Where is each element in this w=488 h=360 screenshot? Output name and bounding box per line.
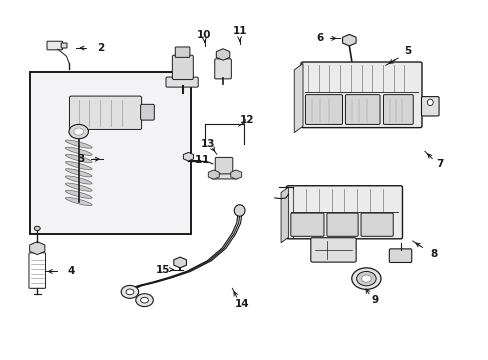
Ellipse shape	[65, 140, 92, 148]
FancyBboxPatch shape	[172, 55, 193, 80]
Circle shape	[74, 128, 83, 135]
Text: 12: 12	[240, 115, 254, 125]
Ellipse shape	[65, 197, 92, 206]
FancyBboxPatch shape	[305, 95, 342, 125]
Text: 2: 2	[97, 43, 104, 53]
Text: 1: 1	[201, 155, 208, 165]
FancyBboxPatch shape	[421, 96, 438, 116]
Text: 14: 14	[234, 299, 249, 309]
FancyBboxPatch shape	[310, 238, 355, 262]
Circle shape	[34, 226, 40, 230]
Ellipse shape	[427, 99, 432, 105]
Circle shape	[141, 297, 148, 303]
FancyBboxPatch shape	[301, 62, 421, 128]
Circle shape	[356, 271, 375, 286]
Circle shape	[69, 125, 88, 139]
Ellipse shape	[65, 190, 92, 198]
Polygon shape	[281, 187, 288, 243]
Text: 11: 11	[232, 26, 246, 36]
Circle shape	[126, 289, 134, 295]
Text: 1: 1	[194, 155, 202, 165]
FancyBboxPatch shape	[211, 172, 237, 179]
Ellipse shape	[65, 147, 92, 156]
Ellipse shape	[65, 162, 92, 170]
Polygon shape	[294, 63, 303, 133]
FancyBboxPatch shape	[175, 47, 189, 57]
Ellipse shape	[234, 205, 244, 216]
FancyBboxPatch shape	[360, 213, 392, 236]
FancyBboxPatch shape	[388, 249, 411, 262]
Text: 9: 9	[371, 295, 378, 305]
FancyBboxPatch shape	[165, 77, 198, 87]
Text: 3: 3	[78, 154, 84, 164]
FancyBboxPatch shape	[290, 213, 324, 236]
FancyBboxPatch shape	[215, 157, 232, 174]
Text: 13: 13	[200, 139, 215, 149]
FancyBboxPatch shape	[47, 41, 62, 50]
Ellipse shape	[65, 176, 92, 184]
Ellipse shape	[65, 169, 92, 177]
FancyBboxPatch shape	[286, 186, 402, 239]
Text: 8: 8	[429, 248, 436, 258]
Circle shape	[121, 285, 139, 298]
Circle shape	[351, 268, 380, 289]
FancyBboxPatch shape	[69, 96, 142, 130]
FancyBboxPatch shape	[345, 95, 379, 125]
Text: 7: 7	[435, 159, 442, 169]
Bar	[30, 72, 190, 234]
Circle shape	[136, 294, 153, 307]
FancyBboxPatch shape	[326, 213, 357, 236]
FancyBboxPatch shape	[214, 59, 231, 79]
FancyBboxPatch shape	[61, 43, 67, 48]
Circle shape	[361, 275, 370, 282]
Text: 10: 10	[197, 30, 211, 40]
FancyBboxPatch shape	[383, 95, 412, 125]
Ellipse shape	[65, 154, 92, 163]
Text: 4: 4	[67, 266, 75, 276]
FancyBboxPatch shape	[141, 104, 154, 120]
Ellipse shape	[65, 183, 92, 191]
Text: 5: 5	[404, 46, 410, 56]
Text: 6: 6	[316, 33, 323, 43]
Text: 15: 15	[156, 265, 170, 275]
